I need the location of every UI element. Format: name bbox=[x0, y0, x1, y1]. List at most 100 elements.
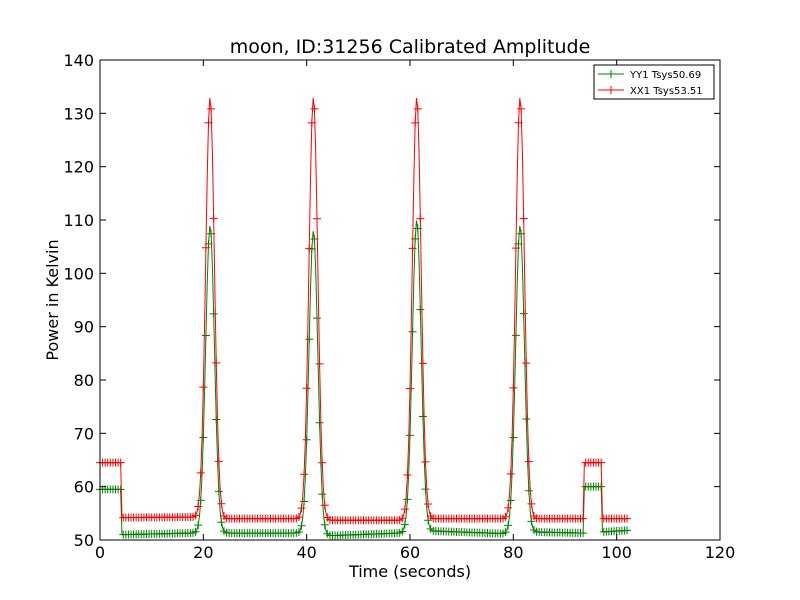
data-point-marker bbox=[318, 458, 327, 467]
data-point-marker bbox=[199, 383, 208, 392]
data-point-marker bbox=[522, 415, 531, 424]
data-point-marker bbox=[501, 528, 510, 537]
legend-box bbox=[593, 64, 715, 100]
x-tick-label: 20 bbox=[193, 543, 213, 562]
legend: YY1 Tsys50.69 XX1 Tsys53.51 bbox=[593, 64, 715, 100]
data-point-marker bbox=[511, 244, 520, 253]
data-point-marker bbox=[300, 470, 309, 479]
data-point-marker bbox=[201, 243, 210, 252]
data-point-marker bbox=[315, 418, 324, 427]
data-point-marker bbox=[403, 495, 412, 504]
data-point-marker bbox=[517, 104, 526, 113]
x-tick-label: 60 bbox=[400, 543, 420, 562]
x-axis-label: Time (seconds) bbox=[348, 562, 471, 581]
data-point-marker bbox=[199, 433, 208, 442]
series-2 bbox=[96, 98, 631, 525]
data-point-marker bbox=[310, 104, 319, 113]
data-point-marker bbox=[320, 520, 329, 529]
data-point-marker bbox=[212, 415, 221, 424]
data-point-marker bbox=[297, 504, 306, 513]
y-tick-label: 110 bbox=[63, 211, 94, 230]
data-point-marker bbox=[597, 458, 606, 467]
x-tick-label: 0 bbox=[95, 543, 105, 562]
data-point-marker bbox=[294, 527, 303, 536]
data-point-marker bbox=[116, 485, 125, 494]
data-point-marker bbox=[406, 384, 414, 393]
data-point-marker bbox=[424, 516, 433, 525]
y-tick-label: 120 bbox=[63, 158, 94, 177]
data-point-marker bbox=[506, 469, 515, 478]
ticks-layer: 0 20 40 60 80 100 120 50 60 70 80 90 100 110 120 130 140 bbox=[63, 51, 735, 562]
data-point-marker bbox=[511, 331, 520, 340]
data-point-marker bbox=[196, 468, 205, 477]
data-point-marker bbox=[307, 118, 316, 127]
legend-label: YY1 Tsys50.69 bbox=[629, 70, 701, 81]
y-tick-label: 130 bbox=[63, 104, 94, 123]
plot-frame bbox=[99, 59, 721, 541]
data-point-marker bbox=[519, 214, 528, 223]
data-point-marker bbox=[408, 244, 417, 253]
data-point-marker bbox=[623, 526, 631, 535]
data-point-marker bbox=[501, 512, 510, 521]
data-point-marker bbox=[400, 505, 409, 514]
series-line bbox=[100, 220, 628, 537]
data-point-marker bbox=[411, 118, 420, 127]
data-point-marker bbox=[214, 457, 223, 466]
data-point-marker bbox=[302, 435, 311, 444]
y-tick-label: 50 bbox=[74, 531, 94, 550]
data-point-marker bbox=[403, 470, 412, 479]
data-point-marker bbox=[217, 518, 226, 527]
x-tick-label: 100 bbox=[601, 543, 632, 562]
x-tick-label: 40 bbox=[296, 543, 316, 562]
data-point-marker bbox=[305, 244, 314, 253]
x-tick-label: 120 bbox=[705, 543, 736, 562]
data-point-marker bbox=[294, 512, 303, 521]
data-point-marker bbox=[413, 104, 422, 113]
data-point-marker bbox=[579, 514, 588, 523]
data-point-marker bbox=[207, 104, 216, 113]
data-point-marker bbox=[506, 496, 515, 505]
data-point-marker bbox=[421, 457, 430, 466]
data-point-marker bbox=[579, 529, 588, 538]
data-point-marker bbox=[424, 500, 433, 509]
data-point-marker bbox=[522, 359, 531, 368]
data-point-marker bbox=[214, 487, 223, 496]
data-point-marker bbox=[421, 485, 430, 494]
y-tick-label: 90 bbox=[74, 318, 94, 337]
data-point-marker bbox=[623, 514, 631, 523]
data-point-marker bbox=[400, 520, 409, 529]
data-point-marker bbox=[116, 458, 125, 467]
data-point-marker bbox=[398, 514, 407, 523]
data-point-marker bbox=[217, 499, 226, 508]
data-point-marker bbox=[527, 517, 536, 526]
data-point-marker bbox=[318, 490, 327, 499]
data-point-marker bbox=[302, 384, 311, 393]
y-tick-label: 100 bbox=[63, 264, 94, 283]
data-point-marker bbox=[514, 118, 523, 127]
data-point-marker bbox=[418, 359, 427, 368]
data-point-marker bbox=[305, 335, 314, 344]
series-layer bbox=[96, 98, 631, 540]
data-point-marker bbox=[406, 431, 414, 440]
data-point-marker bbox=[416, 305, 425, 314]
y-tick-label: 80 bbox=[74, 371, 94, 390]
data-point-marker bbox=[313, 214, 321, 223]
data-point-marker bbox=[524, 457, 533, 466]
data-point-marker bbox=[398, 527, 407, 536]
data-point-marker bbox=[194, 521, 203, 530]
y-axis-label: Power in Kelvin bbox=[43, 239, 62, 360]
legend-label: XX1 Tsys53.51 bbox=[630, 86, 703, 97]
y-tick-label: 70 bbox=[74, 424, 94, 443]
data-point-marker bbox=[191, 511, 200, 520]
data-point-marker bbox=[313, 314, 321, 323]
data-point-marker bbox=[209, 214, 218, 223]
data-point-marker bbox=[509, 383, 518, 392]
data-point-marker bbox=[524, 486, 533, 495]
data-point-marker bbox=[297, 521, 306, 530]
series-line bbox=[100, 98, 627, 521]
series-1 bbox=[96, 220, 631, 540]
data-point-marker bbox=[418, 412, 427, 421]
legend-marker bbox=[607, 86, 615, 94]
data-point-marker bbox=[315, 359, 324, 368]
